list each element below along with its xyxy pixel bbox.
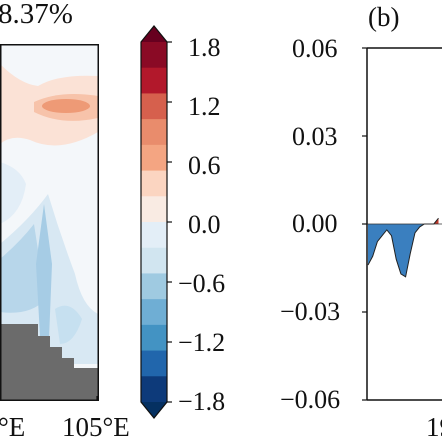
colorbar-bin bbox=[141, 222, 167, 249]
colorbar-bin bbox=[141, 119, 167, 146]
timeseries-plot bbox=[362, 47, 442, 401]
colorbar-bin bbox=[141, 67, 167, 94]
colorbar: 1.8 1.2 0.6 0.0 −0.6 −1.2 −1.8 bbox=[138, 22, 268, 422]
colorbar-bin bbox=[141, 324, 167, 352]
colorbar-bin bbox=[141, 299, 167, 326]
colorbar-tick-label-neg1.8: −1.8 bbox=[178, 387, 226, 416]
negative-area bbox=[368, 224, 439, 277]
colorbar-bin bbox=[141, 196, 167, 223]
colorbar-tick-label-1.8: 1.8 bbox=[188, 33, 221, 62]
timeseries-panel: (b) 0.06 0.03 0.00 −0.03 −0.06 19 bbox=[272, 0, 442, 442]
colorbar-extend-top bbox=[141, 26, 167, 42]
x-tick-label-fragment: 19 bbox=[426, 412, 442, 442]
colorbar-tick-label-0.0: 0.0 bbox=[188, 210, 221, 239]
y-tick-label-0.06: 0.06 bbox=[292, 34, 338, 63]
colorbar-extend-bottom bbox=[141, 402, 167, 418]
y-tick-label-neg0.03: −0.03 bbox=[280, 297, 341, 326]
map-cool-plume bbox=[36, 204, 52, 344]
map-x-tick-label-right: 105°E bbox=[62, 412, 130, 442]
colorbar-tick-label-1.2: 1.2 bbox=[188, 92, 221, 121]
map-title: 8.37% bbox=[0, 0, 73, 30]
colorbar-bin bbox=[141, 170, 167, 197]
colorbar-bin bbox=[141, 42, 167, 69]
colorbar-bin bbox=[141, 144, 167, 172]
y-tick-label-neg0.06: −0.06 bbox=[280, 385, 341, 414]
map-cool-patch bbox=[55, 305, 82, 344]
colorbar-tick-label-neg0.6: −0.6 bbox=[178, 269, 226, 298]
map-frame bbox=[0, 44, 99, 401]
positive-area bbox=[368, 218, 439, 224]
colorbar-bin bbox=[141, 350, 167, 377]
map-x-tick-label-left: °E bbox=[0, 412, 26, 442]
panel-b-label: (b) bbox=[368, 2, 400, 32]
land-mask bbox=[0, 324, 98, 400]
map-panel: 8.37% °E 105°E bbox=[0, 0, 135, 442]
colorbar-tick-label-neg1.2: −1.2 bbox=[178, 328, 226, 357]
map-cool-left bbox=[0, 162, 26, 224]
y-tick-label-0.03: 0.03 bbox=[292, 122, 338, 151]
colorbar-tick-label-0.6: 0.6 bbox=[188, 151, 221, 180]
colorbar-bin bbox=[141, 247, 167, 274]
map-warm-core bbox=[42, 99, 90, 113]
colorbar-bar bbox=[140, 25, 172, 419]
map-cool-inner bbox=[0, 224, 46, 313]
colorbar-bin bbox=[141, 376, 167, 403]
colorbar-bin bbox=[141, 273, 167, 300]
colorbar-bin bbox=[141, 93, 167, 120]
y-tick-label-0.00: 0.00 bbox=[292, 209, 338, 238]
map-plot bbox=[0, 44, 99, 401]
